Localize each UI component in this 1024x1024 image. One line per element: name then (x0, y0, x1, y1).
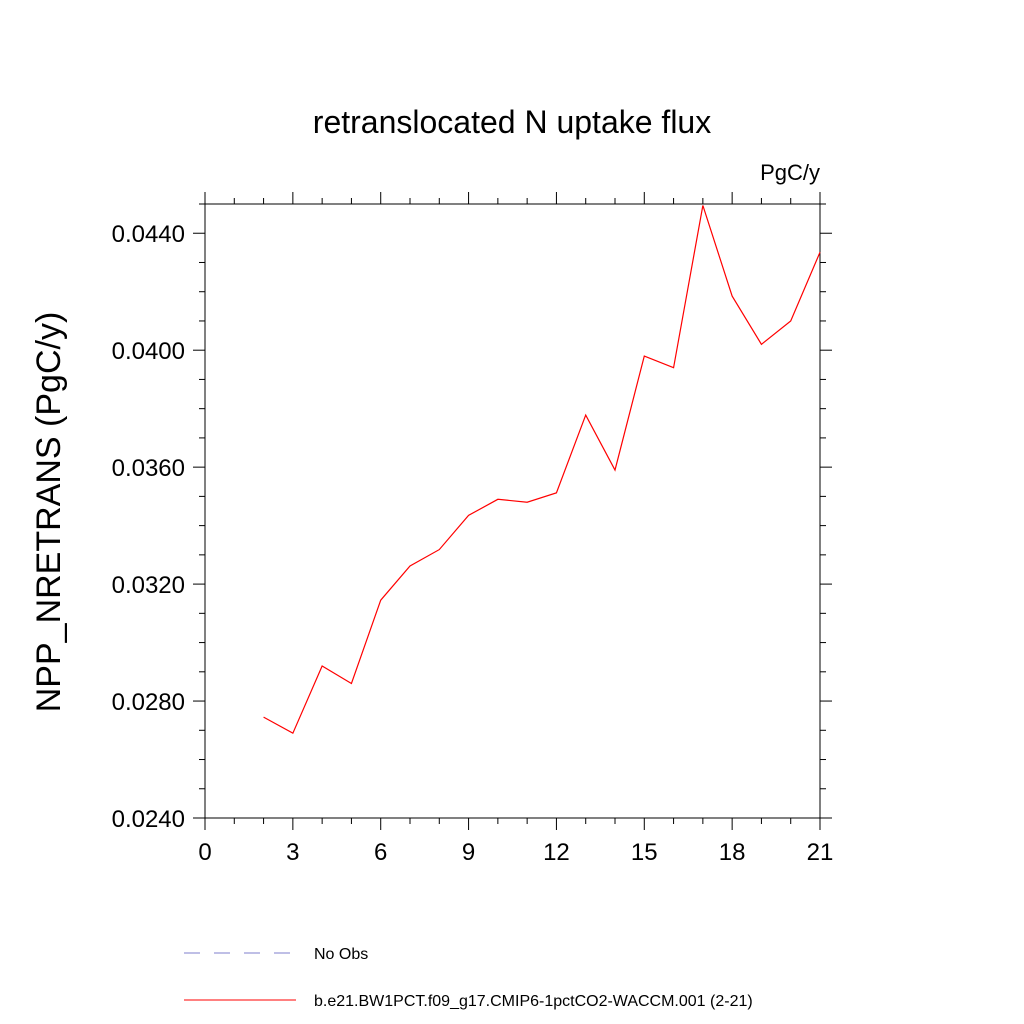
y-tick-label: 0.0360 (112, 455, 185, 482)
series-layer (263, 205, 821, 735)
y-tick-label: 0.0400 (112, 338, 185, 365)
y-tick-label: 0.0280 (112, 689, 185, 716)
y-tick-label: 0.0240 (112, 806, 185, 833)
x-tick-label: 21 (807, 839, 834, 866)
x-tick-label: 6 (374, 839, 387, 866)
chart-title: retranslocated N uptake flux (313, 104, 711, 140)
x-tick-label: 15 (631, 839, 658, 866)
legend: No Obs b.e21.BW1PCT.f09_g17.CMIP6-1pctCO2… (184, 946, 753, 1010)
x-tick-label: 3 (286, 839, 299, 866)
y-tick-label: 0.0440 (112, 221, 185, 248)
x-tick-label: 12 (543, 839, 570, 866)
legend-label-0: No Obs (314, 946, 368, 963)
plot-frame (204, 203, 821, 819)
x-tick-label: 9 (462, 839, 475, 866)
legend-label-1: b.e21.BW1PCT.f09_g17.CMIP6-1pctCO2-WACCM… (314, 993, 753, 1010)
ticks-layer (193, 192, 832, 830)
y-tick-label: 0.0320 (112, 572, 185, 599)
series-line-1 (263, 205, 821, 735)
x-tick-label: 18 (719, 839, 746, 866)
x-tick-label: 0 (198, 839, 211, 866)
tick-labels-layer: 0 3 6 9 12 15 18 21 0.0240 0.0280 0.0320 0.0360 0.04… (112, 221, 834, 866)
units-label: PgC/y (760, 160, 820, 185)
y-axis-label: NPP_NRETRANS (PgC/y) (30, 312, 68, 713)
